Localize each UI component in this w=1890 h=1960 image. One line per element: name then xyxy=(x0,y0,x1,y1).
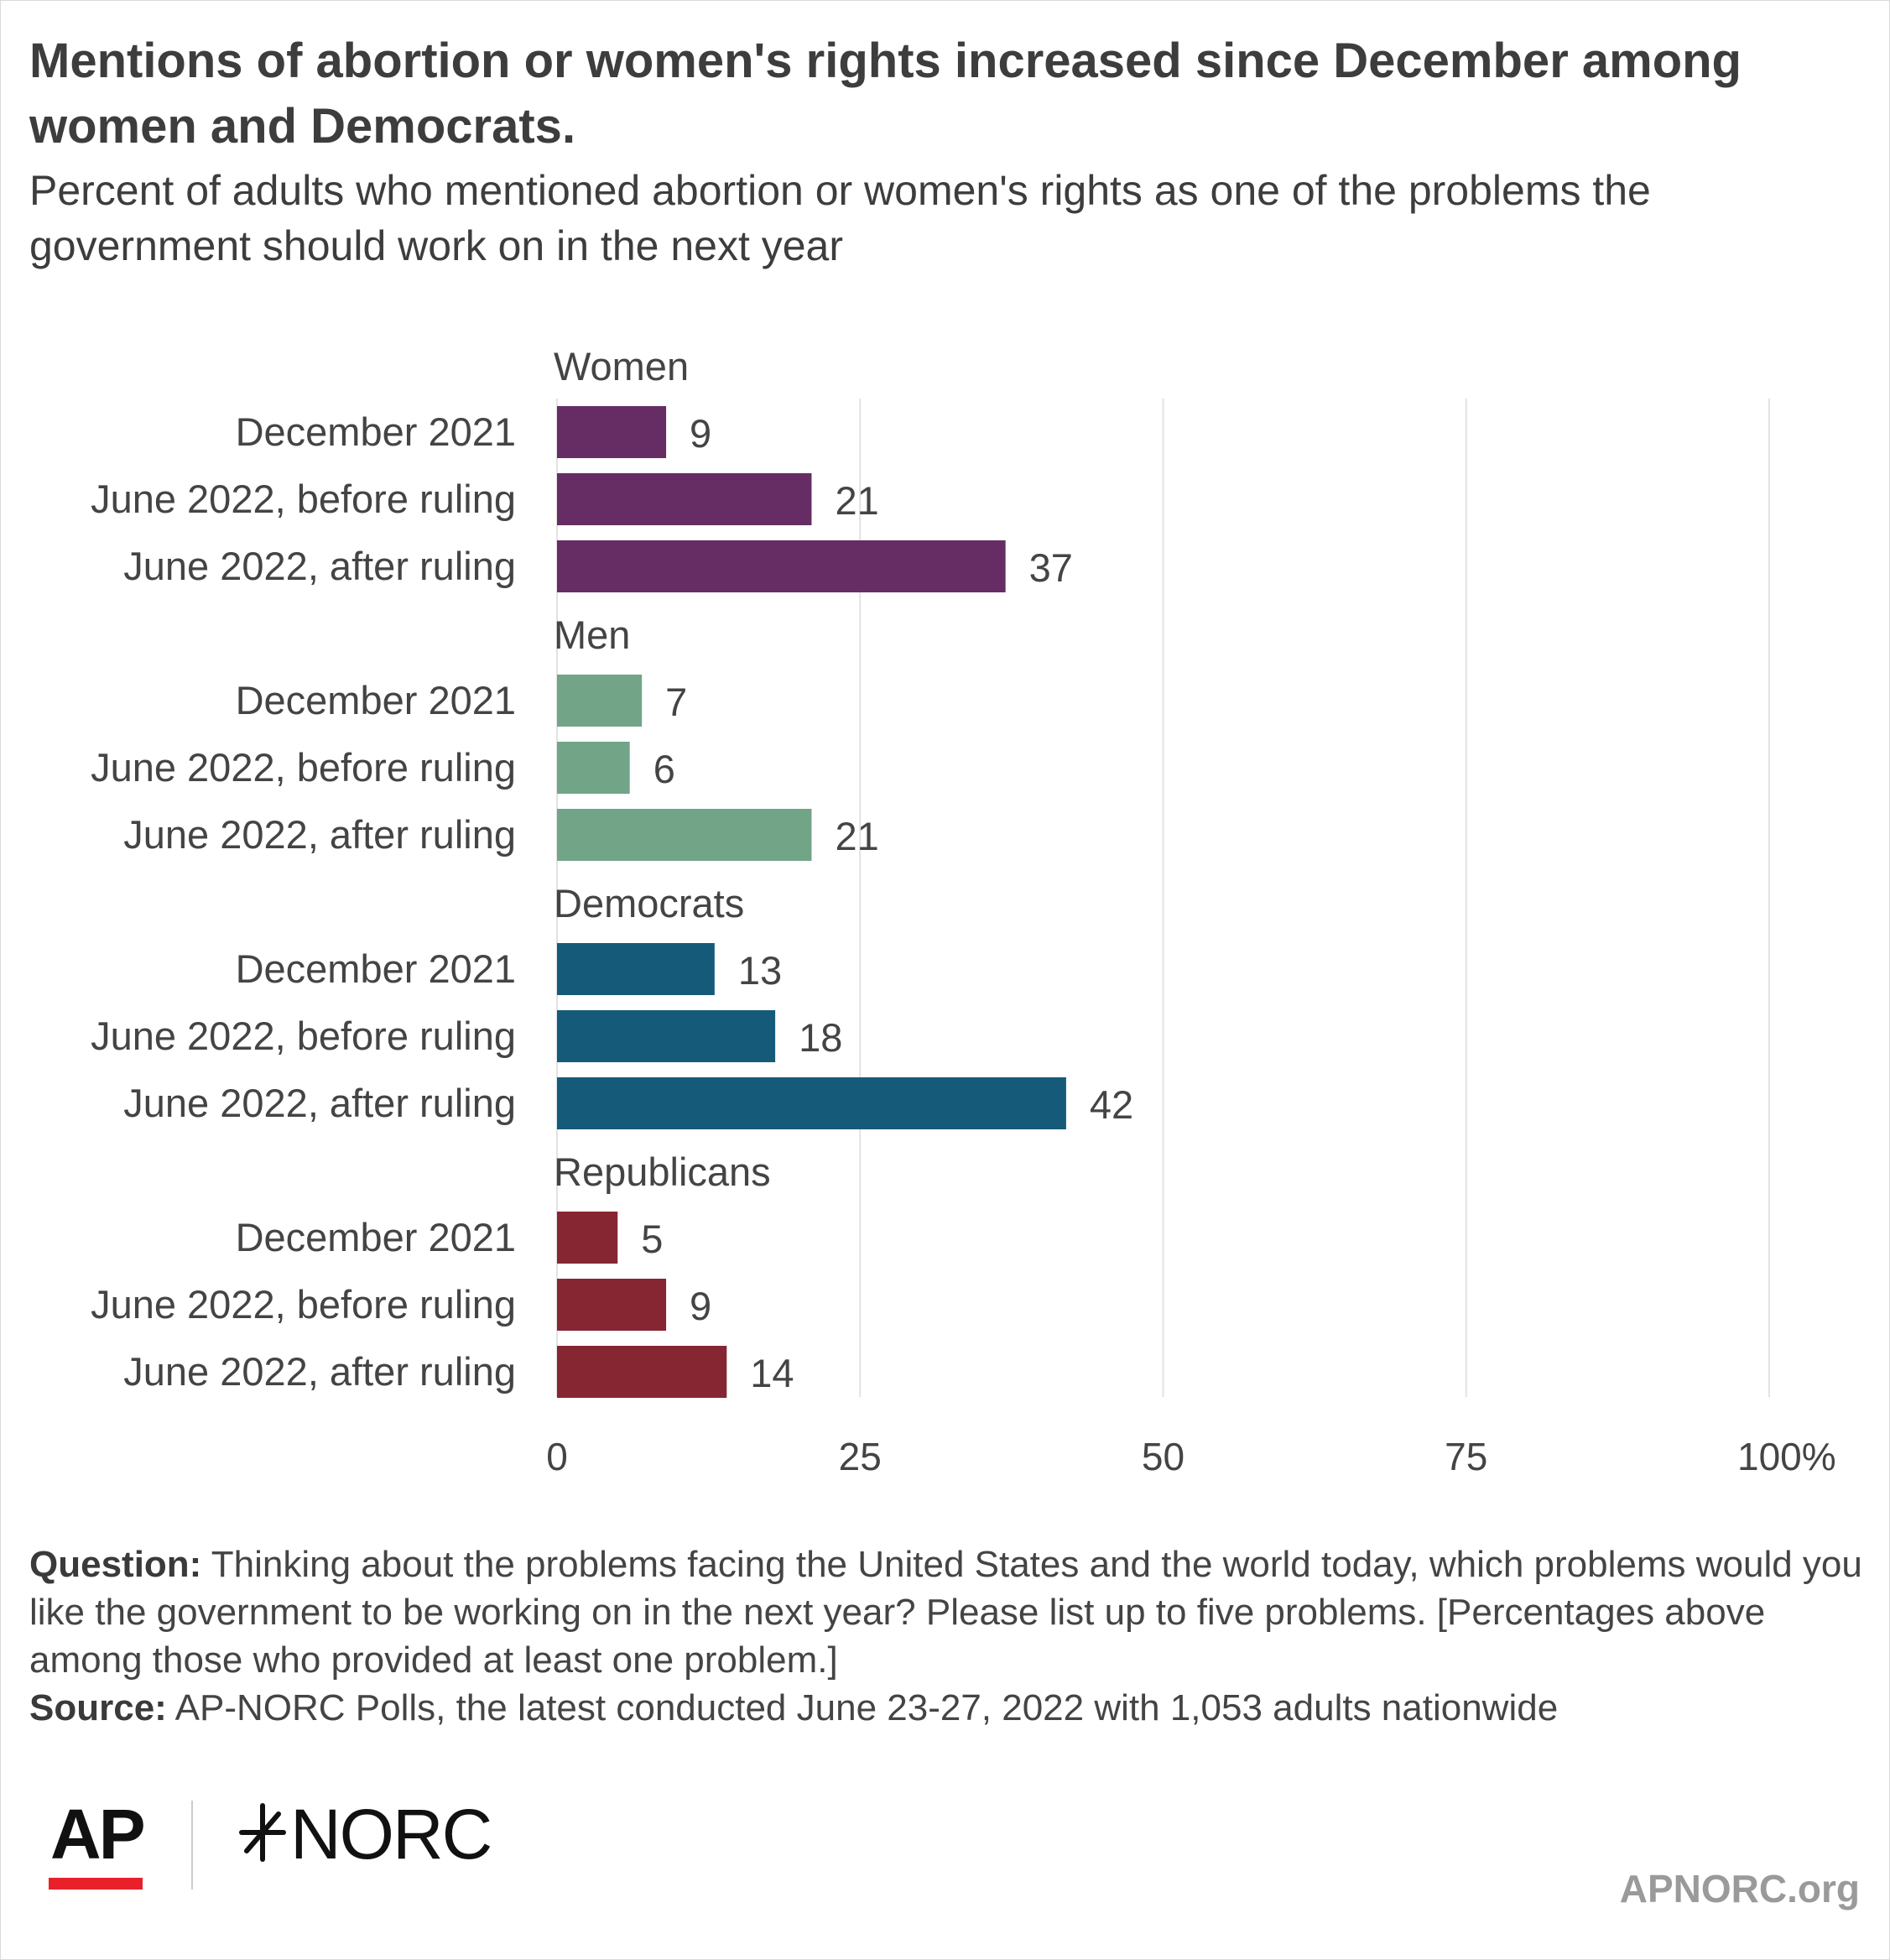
data-label: 6 xyxy=(653,747,675,791)
data-label: 9 xyxy=(690,1284,711,1328)
bar xyxy=(557,540,1006,592)
chart-subtitle: Percent of adults who mentioned abortion… xyxy=(29,167,1651,269)
group-label: Democrats xyxy=(554,881,744,925)
source-text: AP-NORC Polls, the latest conducted June… xyxy=(166,1687,1559,1728)
data-label: 5 xyxy=(641,1217,663,1261)
x-tick-label: 0 xyxy=(546,1435,568,1478)
x-tick-label: 50 xyxy=(1142,1435,1185,1478)
x-tick-label: 25 xyxy=(839,1435,882,1478)
chart-notes: Question: Thinking about the problems fa… xyxy=(29,1540,1875,1732)
data-label: 42 xyxy=(1090,1082,1133,1127)
data-label: 9 xyxy=(690,411,711,456)
data-label: 14 xyxy=(750,1351,794,1395)
category-label: June 2022, after ruling xyxy=(123,544,516,588)
norc-star-icon xyxy=(239,1803,286,1862)
bar xyxy=(557,943,715,995)
group-label: Men xyxy=(554,612,630,657)
logo-divider xyxy=(191,1801,193,1890)
category-label: December 2021 xyxy=(236,946,516,991)
x-tick-label: 100% xyxy=(1737,1435,1836,1478)
ap-logo-underline xyxy=(49,1878,143,1890)
category-label: June 2022, after ruling xyxy=(123,1349,516,1394)
data-label: 7 xyxy=(665,680,687,724)
data-label: 21 xyxy=(835,478,878,523)
group-label: Republicans xyxy=(554,1149,771,1194)
bar xyxy=(557,809,812,861)
bar xyxy=(557,1077,1066,1129)
site-url: APNORC.org xyxy=(1619,1867,1860,1910)
bar xyxy=(557,1010,776,1062)
category-label: June 2022, before ruling xyxy=(91,1014,516,1058)
question-text: Thinking about the problems facing the U… xyxy=(29,1544,1862,1681)
category-label: December 2021 xyxy=(236,678,516,722)
category-label: December 2021 xyxy=(236,1215,516,1259)
group-label: Women xyxy=(554,344,689,388)
data-label: 18 xyxy=(799,1015,842,1060)
bar xyxy=(557,675,643,727)
data-label: 13 xyxy=(738,948,782,993)
bar xyxy=(557,1212,618,1264)
category-label: December 2021 xyxy=(236,409,516,454)
bar xyxy=(557,406,667,458)
bar xyxy=(557,742,630,794)
category-label: June 2022, before ruling xyxy=(91,1282,516,1327)
x-tick-label: 75 xyxy=(1445,1435,1487,1478)
question-label: Question: xyxy=(29,1544,202,1585)
category-label: June 2022, before ruling xyxy=(91,745,516,790)
bar xyxy=(557,1279,667,1331)
norc-logo: NORC xyxy=(290,1795,492,1874)
bar xyxy=(557,1346,727,1398)
data-label: 37 xyxy=(1029,545,1073,590)
chart-title: Mentions of abortion or women's rights i… xyxy=(29,34,1742,154)
bar xyxy=(557,473,812,525)
category-label: June 2022, after ruling xyxy=(123,1081,516,1125)
source-label: Source: xyxy=(29,1687,167,1728)
category-label: June 2022, after ruling xyxy=(123,812,516,857)
ap-logo: AP xyxy=(50,1795,146,1874)
category-label: June 2022, before ruling xyxy=(91,477,516,521)
data-label: 21 xyxy=(835,814,878,858)
